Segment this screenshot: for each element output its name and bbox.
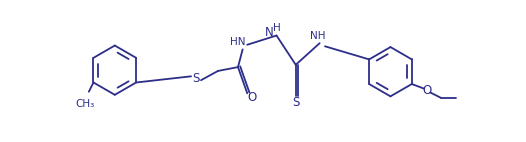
Text: CH₃: CH₃ (75, 99, 95, 109)
Text: S: S (292, 96, 299, 109)
Text: NH: NH (310, 31, 326, 40)
Text: S: S (193, 72, 200, 85)
Text: H: H (274, 23, 281, 33)
Text: O: O (422, 84, 432, 97)
Text: HN: HN (230, 37, 246, 47)
Text: N: N (265, 26, 273, 39)
Text: O: O (247, 91, 257, 104)
